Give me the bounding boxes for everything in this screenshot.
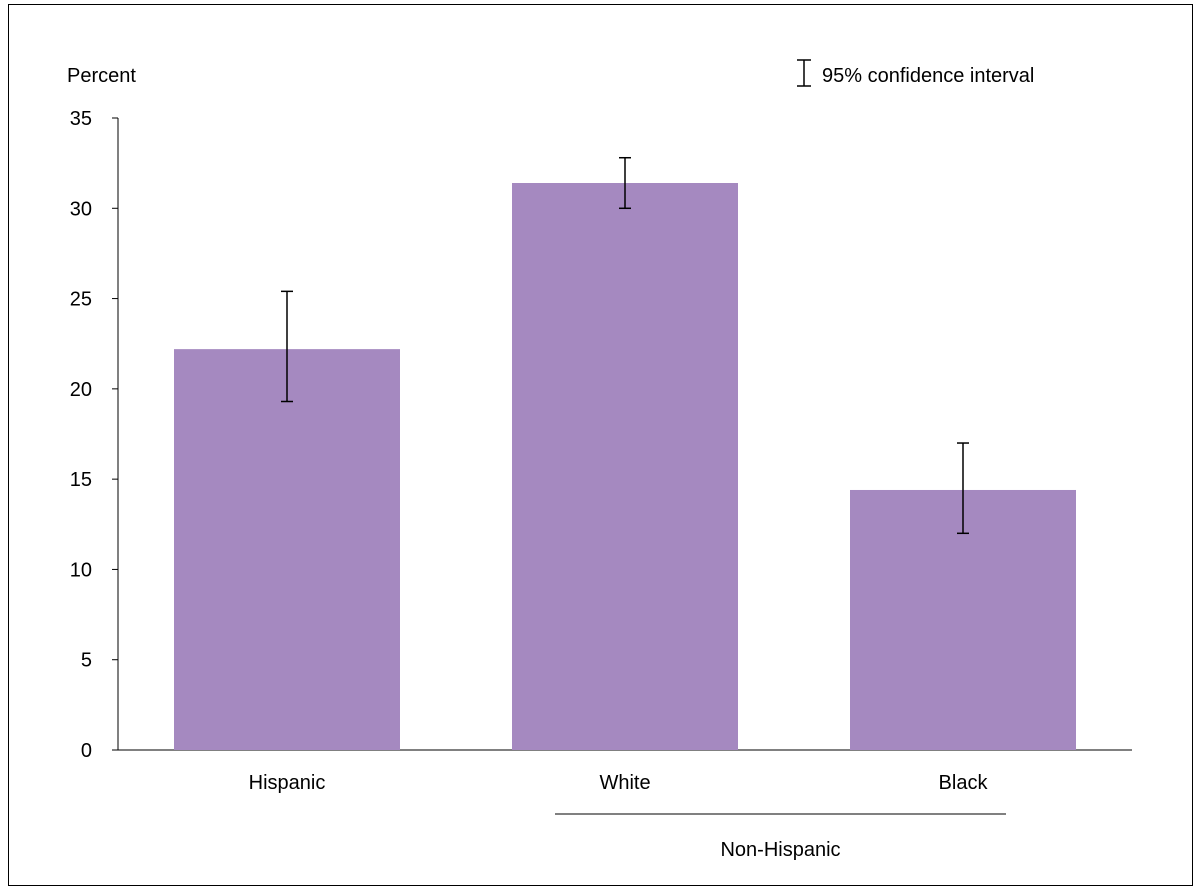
bars	[174, 183, 1076, 750]
bar-hispanic	[174, 349, 400, 750]
y-tick-label: 35	[70, 108, 92, 130]
group-label: Non-Hispanic	[720, 839, 840, 861]
y-tick-label: 10	[70, 559, 92, 581]
x-tick-labels: Hispanic White Black	[249, 772, 989, 794]
category-group: Non-Hispanic	[555, 813, 1006, 861]
x-tick-label-hispanic: Hispanic	[249, 772, 326, 794]
x-tick-label-black: Black	[939, 772, 989, 794]
legend: 95% confidence interval	[797, 59, 1034, 87]
error-bars	[281, 156, 969, 535]
y-tick-label: 5	[81, 650, 92, 672]
y-ticks: 0 5 10 15 20 25 30 35	[70, 108, 118, 762]
y-tick-label: 30	[70, 198, 92, 220]
y-tick-label: 0	[81, 740, 92, 762]
legend-label: 95% confidence interval	[822, 65, 1034, 87]
chart-frame	[8, 4, 1193, 886]
x-tick-label-white: White	[599, 772, 650, 794]
y-tick-label: 20	[70, 379, 92, 401]
y-axis-label: Percent	[67, 65, 136, 87]
y-tick-label: 15	[70, 469, 92, 491]
bar-white	[512, 183, 738, 750]
y-tick-label: 25	[70, 289, 92, 311]
